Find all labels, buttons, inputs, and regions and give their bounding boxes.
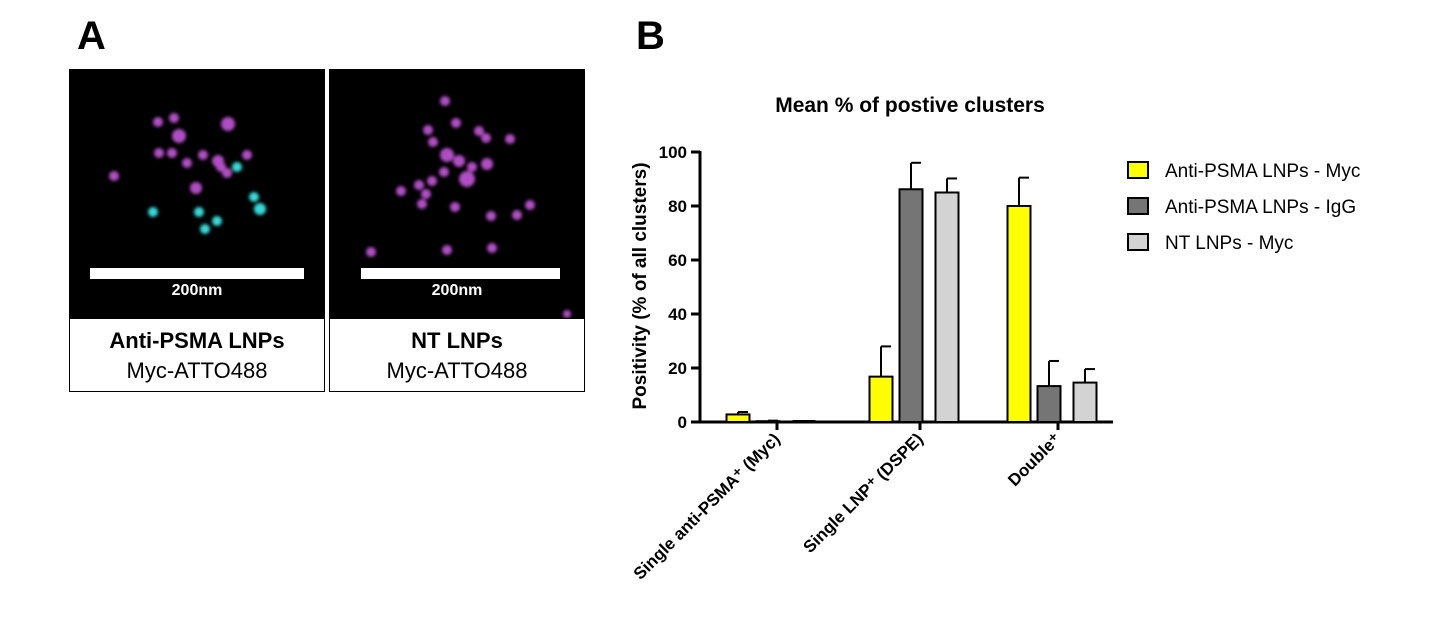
magenta-particle [440, 96, 450, 106]
y-tick-label: 60 [668, 251, 687, 270]
bar [868, 375, 894, 424]
bar [1072, 381, 1098, 423]
magenta-particle [153, 117, 163, 127]
cyan-particle [232, 162, 242, 172]
magenta-particle [563, 310, 571, 318]
magenta-particle [169, 113, 179, 123]
y-tick-label: 20 [668, 359, 687, 378]
cyan-particle [194, 207, 204, 217]
cyan-particle [212, 216, 222, 226]
magenta-particle [154, 148, 164, 158]
scale-bar [361, 268, 560, 279]
scale-bar [90, 268, 304, 279]
x-tick-label: Double⁺ [1004, 429, 1065, 490]
caption-nt: NT LNPs Myc-ATTO488 [329, 318, 585, 392]
micrograph-anti-psma: 200nm [69, 69, 325, 318]
magenta-particle [417, 199, 427, 209]
micrograph-anti-psma-dots [109, 113, 266, 234]
magenta-particle [428, 137, 438, 147]
legend-swatch [1127, 161, 1149, 179]
magenta-particle [486, 211, 496, 221]
magenta-particle [467, 162, 477, 172]
y-axis-label: Positivity (% of all clusters) [630, 162, 651, 409]
y-tick-label: 80 [668, 197, 687, 216]
y-tick-label: 0 [678, 413, 687, 432]
panel-b-label: B [636, 14, 665, 58]
legend-swatch [1127, 233, 1149, 251]
scale-bar-label: 200nm [171, 282, 223, 299]
y-tick-label: 40 [668, 305, 687, 324]
caption-subtitle: Myc-ATTO488 [386, 358, 528, 383]
cyan-particle [249, 192, 259, 202]
legend-label: Anti-PSMA LNPs - IgG [1165, 197, 1356, 218]
magenta-particle [190, 182, 202, 194]
caption-title: Anti-PSMA LNPs [109, 328, 285, 353]
caption-anti-psma: Anti-PSMA LNPs Myc-ATTO488 [69, 318, 325, 392]
magenta-particle [414, 180, 424, 190]
caption-subtitle: Myc-ATTO488 [126, 358, 268, 383]
cyan-particle [254, 203, 266, 215]
magenta-particle [439, 167, 449, 177]
magenta-particle [481, 133, 491, 143]
magenta-particle [222, 168, 232, 178]
magenta-particle [474, 126, 484, 136]
magenta-particle [421, 189, 431, 199]
bar [1036, 385, 1062, 423]
magenta-particle [172, 129, 186, 143]
magenta-particle [512, 210, 522, 220]
magenta-particle [109, 171, 119, 181]
legend-label: Anti-PSMA LNPs - Myc [1165, 161, 1360, 182]
scale-bar-label: 200nm [431, 282, 483, 299]
magenta-particle [242, 150, 252, 160]
micrograph-nt-dots [366, 96, 571, 318]
magenta-particle [221, 117, 235, 131]
bar [934, 191, 960, 423]
magenta-particle [459, 171, 475, 187]
magenta-particle [442, 245, 452, 255]
caption-title: NT LNPs [411, 328, 503, 353]
magenta-particle [451, 118, 461, 128]
magenta-particle [481, 158, 493, 170]
chart-title: Mean % of postive clusters [775, 94, 1045, 117]
y-tick-label: 100 [659, 143, 687, 162]
magenta-particle [182, 158, 192, 168]
x-tick-label: Single LNP⁺ (DSPE) [800, 429, 927, 556]
bar [898, 188, 924, 423]
magenta-particle [440, 148, 454, 162]
magenta-particle [198, 150, 208, 160]
magenta-particle [487, 243, 497, 253]
legend-label: NT LNPs - Myc [1165, 233, 1293, 254]
magenta-particle [396, 186, 406, 196]
magenta-particle [525, 200, 535, 210]
panel-a-label: A [77, 14, 106, 58]
magenta-particle [453, 155, 465, 167]
magenta-particle [427, 176, 437, 186]
x-tick-label: Single anti-PSMA⁺ (Myc) [630, 429, 784, 583]
cyan-particle [148, 207, 158, 217]
legend-swatch [1127, 197, 1149, 215]
magenta-particle [423, 125, 433, 135]
magenta-particle [366, 247, 376, 257]
bar [725, 413, 751, 424]
magenta-particle [167, 148, 177, 158]
magenta-particle [450, 202, 460, 212]
micrograph-nt: 200nm [329, 69, 585, 318]
bar [1006, 205, 1032, 423]
magenta-particle [505, 134, 515, 144]
cyan-particle [200, 224, 210, 234]
